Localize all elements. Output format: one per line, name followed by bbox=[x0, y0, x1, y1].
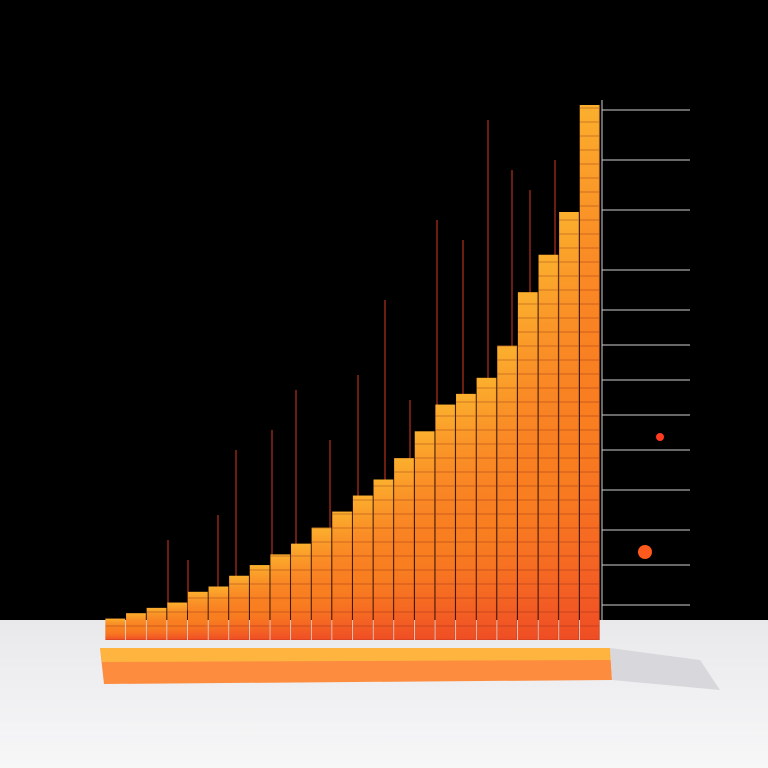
decoration bbox=[167, 120, 556, 610]
platform-side bbox=[610, 648, 720, 690]
bar-cells bbox=[105, 618, 126, 640]
bar-cells bbox=[291, 543, 311, 640]
bar-cells bbox=[126, 613, 146, 640]
bar-cells bbox=[249, 565, 270, 640]
bar-cells bbox=[167, 602, 188, 640]
bar-cells bbox=[414, 431, 435, 640]
bar-cells bbox=[517, 292, 538, 640]
bar-cells bbox=[456, 393, 476, 640]
bar-cells bbox=[394, 458, 414, 640]
bar-cells bbox=[476, 377, 497, 640]
glow bbox=[656, 433, 664, 441]
axis-decoration bbox=[601, 100, 690, 620]
bar-cells bbox=[559, 212, 579, 640]
bar-cells bbox=[332, 511, 353, 640]
bar-cells bbox=[187, 591, 208, 640]
bar-cells bbox=[229, 575, 249, 640]
floor bbox=[0, 620, 768, 768]
platform-edge bbox=[100, 648, 612, 662]
bar-cells bbox=[579, 105, 600, 640]
bar-cells bbox=[497, 345, 518, 640]
bar-cells bbox=[311, 527, 332, 640]
glow bbox=[638, 545, 652, 559]
bar-cells bbox=[373, 479, 394, 640]
bar-cells bbox=[435, 404, 456, 640]
bar-cells bbox=[352, 495, 373, 640]
bar-cells bbox=[146, 607, 167, 640]
bar-cells bbox=[538, 254, 559, 641]
bar-cells bbox=[208, 586, 229, 640]
bar-cells bbox=[270, 554, 291, 640]
